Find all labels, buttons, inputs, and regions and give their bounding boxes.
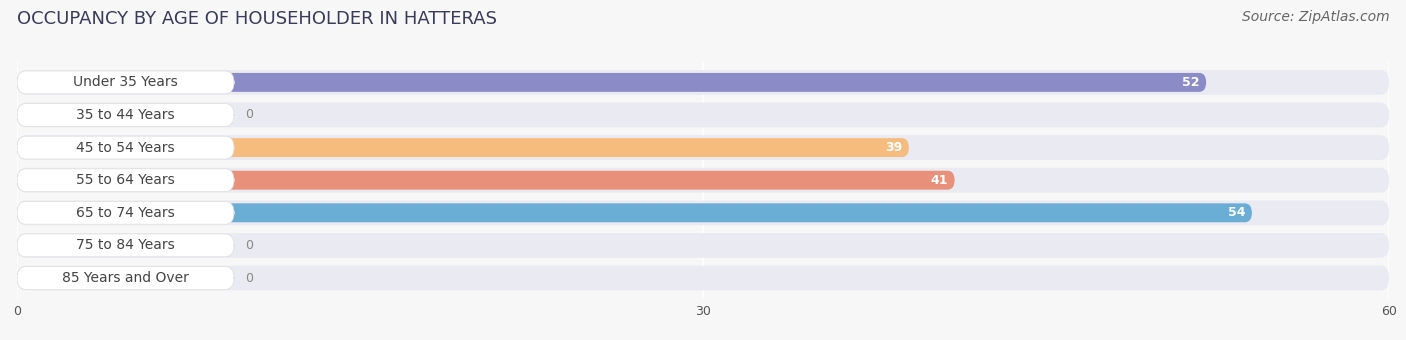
Text: 52: 52 bbox=[1182, 76, 1199, 89]
FancyBboxPatch shape bbox=[17, 104, 235, 126]
FancyBboxPatch shape bbox=[17, 135, 1389, 160]
Text: 45 to 54 Years: 45 to 54 Years bbox=[76, 141, 174, 155]
Text: 39: 39 bbox=[884, 141, 903, 154]
FancyBboxPatch shape bbox=[17, 236, 51, 255]
FancyBboxPatch shape bbox=[17, 105, 51, 124]
FancyBboxPatch shape bbox=[17, 266, 1389, 290]
Text: OCCUPANCY BY AGE OF HOUSEHOLDER IN HATTERAS: OCCUPANCY BY AGE OF HOUSEHOLDER IN HATTE… bbox=[17, 10, 496, 28]
FancyBboxPatch shape bbox=[17, 73, 1206, 92]
FancyBboxPatch shape bbox=[17, 200, 1389, 225]
FancyBboxPatch shape bbox=[17, 71, 235, 94]
Text: 65 to 74 Years: 65 to 74 Years bbox=[76, 206, 174, 220]
Text: 0: 0 bbox=[246, 108, 253, 121]
FancyBboxPatch shape bbox=[17, 269, 51, 287]
FancyBboxPatch shape bbox=[17, 169, 235, 192]
FancyBboxPatch shape bbox=[17, 234, 235, 257]
Text: Under 35 Years: Under 35 Years bbox=[73, 75, 179, 89]
Text: 54: 54 bbox=[1227, 206, 1246, 219]
FancyBboxPatch shape bbox=[17, 168, 1389, 192]
Text: 0: 0 bbox=[246, 239, 253, 252]
Text: Source: ZipAtlas.com: Source: ZipAtlas.com bbox=[1241, 10, 1389, 24]
FancyBboxPatch shape bbox=[17, 70, 1389, 95]
FancyBboxPatch shape bbox=[17, 201, 235, 224]
FancyBboxPatch shape bbox=[17, 233, 1389, 258]
FancyBboxPatch shape bbox=[17, 171, 955, 190]
FancyBboxPatch shape bbox=[17, 267, 235, 289]
FancyBboxPatch shape bbox=[17, 138, 908, 157]
FancyBboxPatch shape bbox=[17, 203, 1251, 222]
FancyBboxPatch shape bbox=[17, 136, 235, 159]
Text: 55 to 64 Years: 55 to 64 Years bbox=[76, 173, 174, 187]
Text: 75 to 84 Years: 75 to 84 Years bbox=[76, 238, 174, 252]
FancyBboxPatch shape bbox=[17, 103, 1389, 128]
Text: 0: 0 bbox=[246, 272, 253, 285]
Text: 41: 41 bbox=[931, 174, 948, 187]
Text: 35 to 44 Years: 35 to 44 Years bbox=[76, 108, 174, 122]
Text: 85 Years and Over: 85 Years and Over bbox=[62, 271, 188, 285]
